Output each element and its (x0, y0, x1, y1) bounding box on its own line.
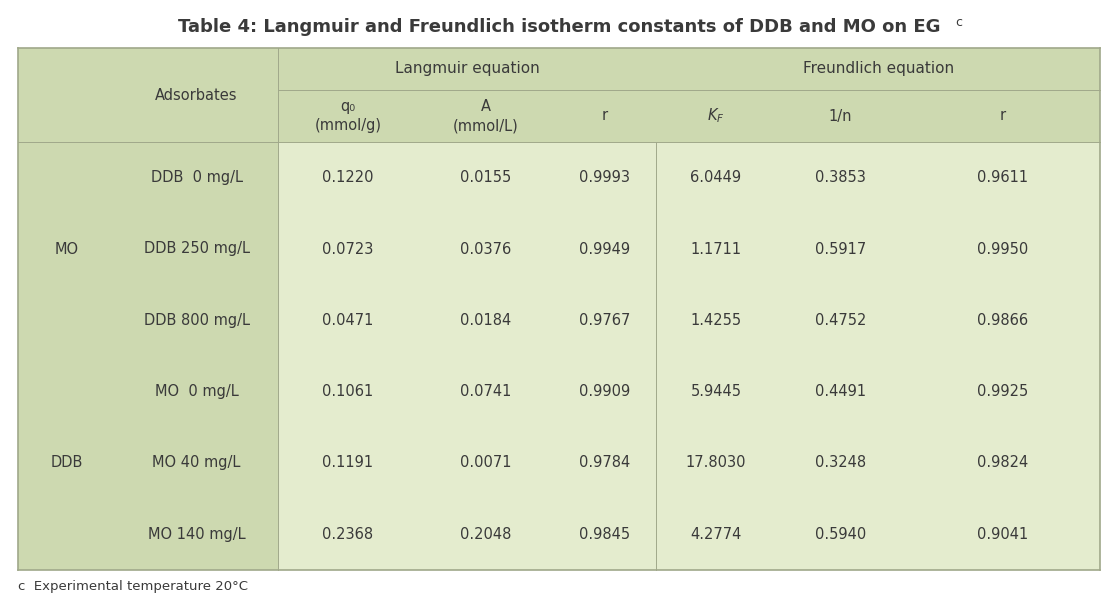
Text: DDB  0 mg/L: DDB 0 mg/L (151, 170, 243, 185)
Text: 4.2774: 4.2774 (690, 527, 741, 542)
Text: 1.1711: 1.1711 (690, 242, 741, 256)
Text: 0.1220: 0.1220 (322, 170, 373, 185)
Text: 0.3853: 0.3853 (815, 170, 865, 185)
Text: 0.2368: 0.2368 (322, 527, 373, 542)
Text: 0.0376: 0.0376 (461, 242, 512, 256)
Text: 0.9767: 0.9767 (579, 313, 631, 328)
Text: 5.9445: 5.9445 (691, 384, 741, 399)
Text: 0.0155: 0.0155 (461, 170, 512, 185)
Text: 0.4752: 0.4752 (815, 313, 866, 328)
Text: MO 40 mg/L: MO 40 mg/L (152, 456, 240, 471)
Text: 0.0723: 0.0723 (322, 242, 373, 256)
Text: 0.1191: 0.1191 (322, 456, 373, 471)
Text: c: c (955, 16, 961, 29)
Text: 0.9909: 0.9909 (579, 384, 631, 399)
Text: c  Experimental temperature 20°C: c Experimental temperature 20°C (18, 580, 248, 593)
Bar (18, 48, 1100, 570)
Text: Freundlich equation: Freundlich equation (803, 62, 954, 77)
Text: 0.9925: 0.9925 (977, 384, 1029, 399)
Text: 0.9611: 0.9611 (977, 170, 1029, 185)
Text: Adsorbates: Adsorbates (155, 88, 238, 102)
Text: A
(mmol/L): A (mmol/L) (453, 99, 519, 133)
Text: 0.4491: 0.4491 (815, 384, 865, 399)
Bar (277, 142, 1100, 570)
Text: 0.9949: 0.9949 (579, 242, 631, 256)
Text: MO  0 mg/L: MO 0 mg/L (154, 384, 238, 399)
Text: 0.0071: 0.0071 (461, 456, 512, 471)
Text: 0.5940: 0.5940 (815, 527, 866, 542)
Text: DDB 800 mg/L: DDB 800 mg/L (143, 313, 249, 328)
Text: 0.0471: 0.0471 (322, 313, 373, 328)
Text: q₀
(mmol/g): q₀ (mmol/g) (314, 99, 381, 133)
Text: 0.9041: 0.9041 (977, 527, 1029, 542)
Text: 17.8030: 17.8030 (685, 456, 746, 471)
Text: 0.1061: 0.1061 (322, 384, 373, 399)
Text: 0.0741: 0.0741 (461, 384, 512, 399)
Text: 0.9824: 0.9824 (977, 456, 1029, 471)
Text: 1/n: 1/n (828, 108, 852, 124)
Text: 6.0449: 6.0449 (690, 170, 741, 185)
Text: 0.3248: 0.3248 (815, 456, 865, 471)
Text: 0.9845: 0.9845 (579, 527, 631, 542)
Text: r: r (601, 108, 608, 124)
Text: Langmuir equation: Langmuir equation (395, 62, 539, 77)
Text: 0.0184: 0.0184 (461, 313, 512, 328)
Text: MO: MO (55, 242, 78, 256)
Text: 0.2048: 0.2048 (461, 527, 512, 542)
Text: $K_F$: $K_F$ (707, 107, 724, 125)
Text: MO 140 mg/L: MO 140 mg/L (148, 527, 245, 542)
Text: 0.9993: 0.9993 (579, 170, 631, 185)
Text: 0.5917: 0.5917 (815, 242, 866, 256)
Text: 0.9784: 0.9784 (579, 456, 631, 471)
Text: 1.4255: 1.4255 (690, 313, 741, 328)
Text: DDB 250 mg/L: DDB 250 mg/L (143, 242, 249, 256)
Text: 0.9950: 0.9950 (977, 242, 1029, 256)
Text: Table 4: Langmuir and Freundlich isotherm constants of DDB and MO on EG: Table 4: Langmuir and Freundlich isother… (178, 18, 940, 36)
Text: r: r (999, 108, 1006, 124)
Text: 0.9866: 0.9866 (977, 313, 1029, 328)
Text: DDB: DDB (50, 456, 83, 471)
